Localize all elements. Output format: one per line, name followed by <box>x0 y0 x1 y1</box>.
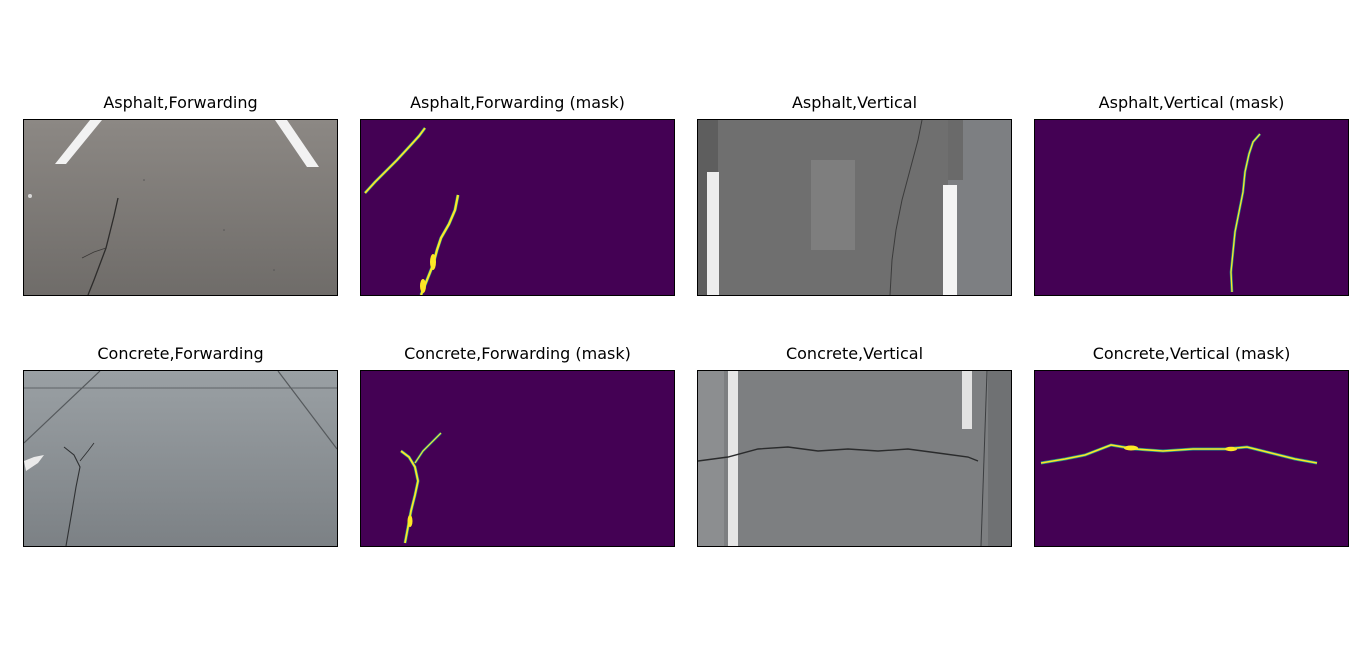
panel-title: Concrete,Vertical <box>785 344 924 363</box>
panel-concrete-forwarding: Concrete,Forwarding <box>23 344 338 547</box>
panel-title: Asphalt,Forwarding <box>103 93 258 112</box>
panel-asphalt-vertical-mask: Asphalt,Vertical (mask) <box>1034 93 1349 296</box>
crack-mask <box>360 370 675 547</box>
crack-mask <box>360 119 675 296</box>
crack-mask <box>1034 370 1349 547</box>
panel-title: Concrete,Forwarding <box>97 344 264 363</box>
panel-asphalt-forwarding-mask: Asphalt,Forwarding (mask) <box>360 93 675 296</box>
panel-concrete-forwarding-mask: Concrete,Forwarding (mask) <box>360 344 675 547</box>
panel-title: Asphalt,Forwarding (mask) <box>410 93 625 112</box>
panel-concrete-vertical: Concrete,Vertical <box>697 344 1012 547</box>
crack-mask <box>1034 119 1349 296</box>
panel-title: Concrete,Vertical (mask) <box>1092 344 1291 363</box>
panel-title: Concrete,Forwarding (mask) <box>404 344 631 363</box>
road-photo <box>23 119 338 296</box>
panel-title: Asphalt,Vertical (mask) <box>1098 93 1285 112</box>
road-photo <box>697 119 1012 296</box>
road-photo <box>23 370 338 547</box>
panel-concrete-vertical-mask: Concrete,Vertical (mask) <box>1034 344 1349 547</box>
panel-asphalt-forwarding: Asphalt,Forwarding <box>23 93 338 296</box>
road-photo <box>697 370 1012 547</box>
panel-asphalt-vertical: Asphalt,Vertical <box>697 93 1012 296</box>
panel-title: Asphalt,Vertical <box>791 93 918 112</box>
